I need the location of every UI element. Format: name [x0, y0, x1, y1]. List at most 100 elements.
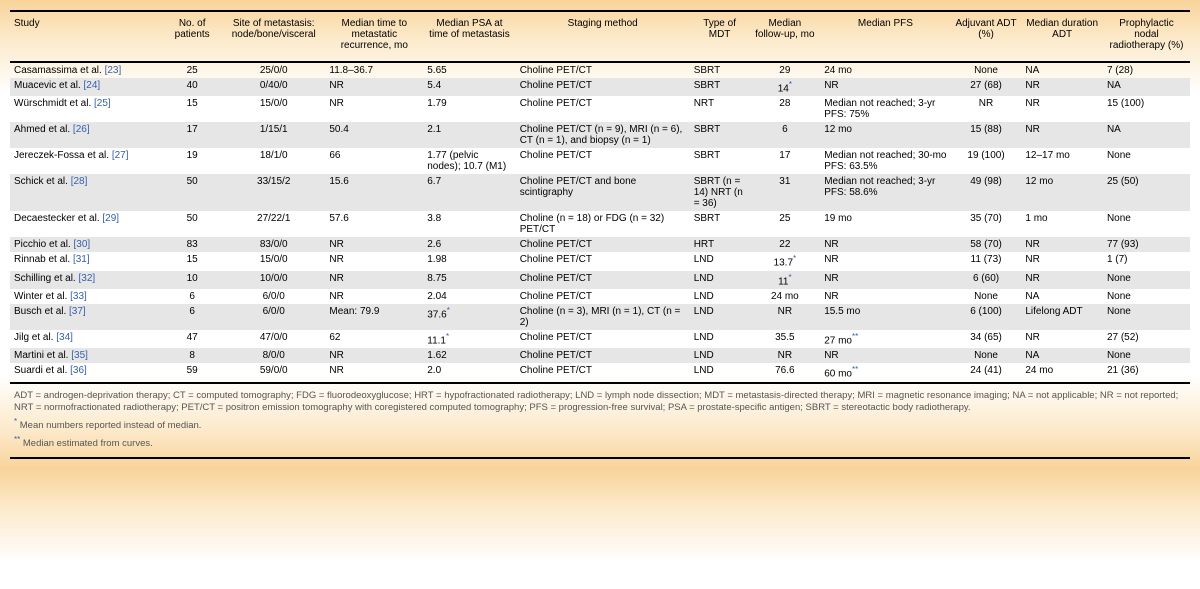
table-cell: Median not reached; 3-yr PFS: 75%: [820, 96, 951, 122]
col-dur: Median duration ADT: [1021, 12, 1103, 62]
table-cell: Decaestecker et al. [29]: [10, 211, 162, 237]
reference-link[interactable]: [36]: [70, 365, 87, 376]
table-cell: Mean: 79.9: [325, 304, 423, 330]
table-cell: NR: [820, 237, 951, 252]
table-cell: None: [951, 62, 1022, 78]
table-cell: NR: [325, 348, 423, 363]
table-cell: 27/22/1: [222, 211, 325, 237]
table-cell: NR: [1021, 271, 1103, 289]
reference-link[interactable]: [30]: [73, 239, 90, 250]
table-cell: NR: [820, 289, 951, 304]
reference-link[interactable]: [34]: [56, 332, 73, 343]
table-cell: NRT: [690, 96, 750, 122]
col-staging: Staging method: [516, 12, 690, 62]
table-cell: 17: [750, 148, 821, 174]
table-cell: 11.8–36.7: [325, 62, 423, 78]
table-cell: 1/15/1: [222, 122, 325, 148]
table-cell: Median not reached; 30-mo PFS: 63.5%: [820, 148, 951, 174]
studies-table: Study No. of patients Site of metastasis…: [10, 12, 1190, 382]
table-cell: 24 (41): [951, 363, 1022, 381]
table-cell: Busch et al. [37]: [10, 304, 162, 330]
table-cell: None: [1103, 304, 1190, 330]
table-cell: 37.6*: [423, 304, 515, 330]
table-cell: 59: [162, 363, 222, 381]
table-cell: LND: [690, 363, 750, 381]
table-cell: 11.1*: [423, 330, 515, 348]
table-cell: NA: [1021, 62, 1103, 78]
table-cell: 50: [162, 174, 222, 211]
table-cell: 1.77 (pelvic nodes); 10.7 (M1): [423, 148, 515, 174]
table-cell: 2.6: [423, 237, 515, 252]
reference-link[interactable]: [29]: [102, 213, 119, 224]
reference-link[interactable]: [33]: [70, 291, 87, 302]
table-cell: 77 (93): [1103, 237, 1190, 252]
table-cell: 25: [162, 62, 222, 78]
reference-link[interactable]: [27]: [112, 150, 129, 161]
table-cell: 7 (28): [1103, 62, 1190, 78]
table-cell: Choline PET/CT (n = 9), MRI (n = 6), CT …: [516, 122, 690, 148]
table-cell: LND: [690, 271, 750, 289]
table-cell: NA: [1021, 289, 1103, 304]
table-cell: Jereczek-Fossa et al. [27]: [10, 148, 162, 174]
col-psa: Median PSA at time of metastasis: [423, 12, 515, 62]
table-cell: 50.4: [325, 122, 423, 148]
table-cell: None: [951, 289, 1022, 304]
table-cell: 25/0/0: [222, 62, 325, 78]
table-cell: 10/0/0: [222, 271, 325, 289]
table-cell: 1.62: [423, 348, 515, 363]
table-cell: 24 mo: [820, 62, 951, 78]
table-cell: NR: [1021, 122, 1103, 148]
table-cell: NR: [750, 348, 821, 363]
table-cell: NR: [325, 289, 423, 304]
reference-link[interactable]: [32]: [78, 273, 95, 284]
table-cell: None: [1103, 148, 1190, 174]
table-cell: NR: [325, 78, 423, 96]
table-cell: 15/0/0: [222, 252, 325, 270]
table-cell: Choline PET/CT and bone scintigraphy: [516, 174, 690, 211]
table-cell: LND: [690, 348, 750, 363]
table-cell: 15 (100): [1103, 96, 1190, 122]
table-cell: SBRT: [690, 78, 750, 96]
table-row: Picchio et al. [30]8383/0/0NR2.6Choline …: [10, 237, 1190, 252]
table-cell: 6/0/0: [222, 289, 325, 304]
table-cell: 0/40/0: [222, 78, 325, 96]
reference-link[interactable]: [26]: [73, 124, 90, 135]
reference-link[interactable]: [35]: [71, 350, 88, 361]
table-cell: 6.7: [423, 174, 515, 211]
table-cell: NR: [820, 271, 951, 289]
reference-link[interactable]: [25]: [94, 98, 111, 109]
footnote-abbrev: ADT = androgen-deprivation therapy; CT =…: [14, 390, 1186, 416]
col-fu: Median follow-up, mo: [750, 12, 821, 62]
table-cell: 25 (50): [1103, 174, 1190, 211]
table-cell: NR: [1021, 330, 1103, 348]
table-cell: 19: [162, 148, 222, 174]
table-cell: 62: [325, 330, 423, 348]
table-cell: 29: [750, 62, 821, 78]
table-cell: 35.5: [750, 330, 821, 348]
table-cell: 6: [750, 122, 821, 148]
table-cell: LND: [690, 304, 750, 330]
reference-link[interactable]: [31]: [73, 254, 90, 265]
table-cell: NR: [325, 237, 423, 252]
footnotes: ADT = androgen-deprivation therapy; CT =…: [10, 384, 1190, 458]
table-cell: Choline PET/CT: [516, 237, 690, 252]
table-cell: NR: [750, 304, 821, 330]
table-cell: 6 (60): [951, 271, 1022, 289]
table-cell: Winter et al. [33]: [10, 289, 162, 304]
reference-link[interactable]: [23]: [105, 65, 122, 76]
table-cell: 1.79: [423, 96, 515, 122]
table-cell: Schick et al. [28]: [10, 174, 162, 211]
reference-link[interactable]: [37]: [69, 306, 86, 317]
table-row: Muacevic et al. [24]400/40/0NR5.4Choline…: [10, 78, 1190, 96]
table-row: Jilg et al. [34]4747/0/06211.1*Choline P…: [10, 330, 1190, 348]
col-time: Median time to metastatic recurrence, mo: [325, 12, 423, 62]
table-cell: NR: [1021, 78, 1103, 96]
table-cell: 17: [162, 122, 222, 148]
reference-link[interactable]: [24]: [83, 80, 100, 91]
reference-link[interactable]: [28]: [71, 176, 88, 187]
table-cell: NR: [325, 252, 423, 270]
table-cell: Jilg et al. [34]: [10, 330, 162, 348]
table-cell: 47/0/0: [222, 330, 325, 348]
table-cell: Würschmidt et al. [25]: [10, 96, 162, 122]
table-cell: Choline PET/CT: [516, 348, 690, 363]
